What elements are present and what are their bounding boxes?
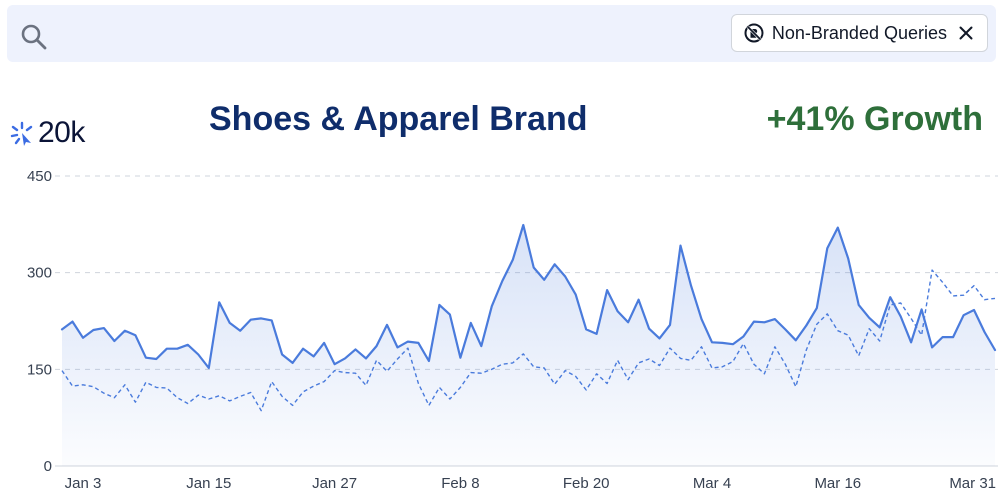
sparkle-icon <box>10 121 33 146</box>
line-chart: 0 150 300 450 Jan 3 Jan 15 Jan 27 Feb 8 Feb 20 M… <box>27 168 998 492</box>
y-axis: 0 150 300 450 <box>27 168 52 475</box>
search-icon[interactable] <box>19 22 49 52</box>
x-tick-label: Mar 31 <box>949 475 996 492</box>
logo: 20k <box>9 116 85 150</box>
series-area-fill <box>62 225 995 466</box>
x-tick-label: Jan 27 <box>312 475 357 492</box>
series-line-current <box>60 223 997 370</box>
series-line-comparison <box>61 269 996 412</box>
x-tick-label: Jan 15 <box>186 475 231 492</box>
no-brand-icon <box>744 23 764 43</box>
y-tick-label: 150 <box>27 361 52 378</box>
search-bar[interactable]: Non-Branded Queries <box>7 5 996 62</box>
y-tick-label: 450 <box>27 168 52 185</box>
x-tick-label: Feb 20 <box>563 475 610 492</box>
y-tick-label: 300 <box>27 265 52 282</box>
logo-text: 20k <box>38 116 85 149</box>
y-tick-label: 0 <box>44 458 52 475</box>
filter-chip-non-branded[interactable]: Non-Branded Queries <box>730 14 988 52</box>
close-icon[interactable] <box>959 26 973 40</box>
x-axis: Jan 3 Jan 15 Jan 27 Feb 8 Feb 20 Mar 4 Mar 16 M… <box>65 475 996 492</box>
x-tick-label: Mar 16 <box>814 475 861 492</box>
growth-label: +41% Growth <box>766 100 983 138</box>
chart-title: Shoes & Apparel Brand <box>209 100 588 138</box>
filter-chip-label: Non-Branded Queries <box>771 22 947 43</box>
x-tick-label: Jan 3 <box>65 475 102 492</box>
series-group <box>60 223 997 466</box>
x-tick-label: Feb 8 <box>441 475 479 492</box>
x-tick-label: Mar 4 <box>693 475 731 492</box>
